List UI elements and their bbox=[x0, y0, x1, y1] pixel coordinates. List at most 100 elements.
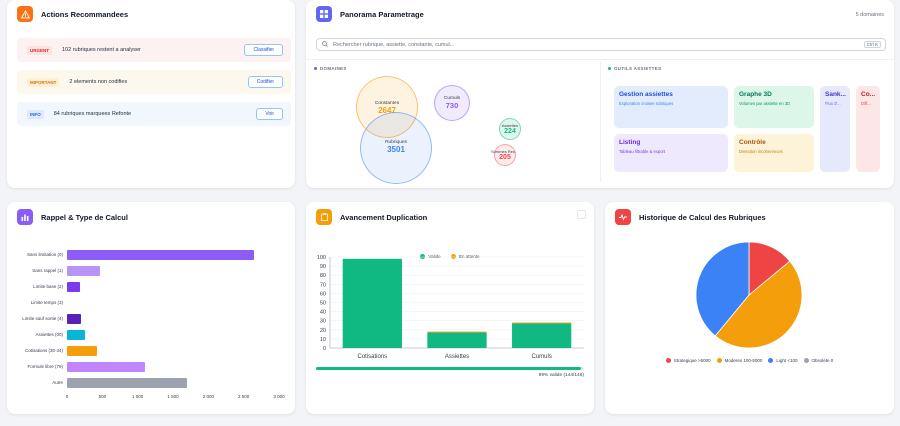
badge-important: IMPORTANT bbox=[27, 77, 60, 87]
activity-icon bbox=[615, 209, 631, 225]
badge-urgent: URGENT bbox=[27, 45, 52, 55]
voir-button[interactable]: Voir bbox=[256, 108, 283, 120]
bar-valide[interactable] bbox=[427, 332, 487, 348]
bar[interactable] bbox=[67, 250, 255, 260]
legend-label: Valide bbox=[428, 254, 441, 259]
alert-important: IMPORTANT 2 elements non codifies Codifi… bbox=[17, 70, 291, 94]
historique-card: Historique de Calcul des Rubriques Strat… bbox=[605, 202, 894, 414]
legend-label: Strategique >5000 bbox=[673, 358, 711, 363]
y-tick-label: 100 bbox=[317, 255, 326, 261]
y-tick-label: Limite base (2) bbox=[33, 284, 63, 289]
rappel-title: Rappel & Type de Calcul bbox=[41, 212, 128, 222]
clipboard-icon bbox=[316, 209, 332, 225]
tool-listing[interactable]: Listing Tableau filtrable & export bbox=[614, 134, 728, 172]
y-tick-label: Sans rappel (1) bbox=[32, 268, 63, 273]
bubble-sommes[interactable]: Sommes Rec. 205 bbox=[491, 144, 517, 166]
grid-icon bbox=[316, 6, 332, 22]
actions-card: Actions Recommandees URGENT 102 rubrique… bbox=[7, 0, 295, 188]
bubble-assiettes[interactable]: Assiettes 224 bbox=[499, 118, 521, 140]
tool-controle[interactable]: Contrôle Detection incoherences bbox=[734, 134, 814, 172]
x-tick-label: 0 bbox=[65, 394, 69, 399]
tool-title: Gestion assiettes bbox=[619, 91, 673, 98]
bubble-label: Assiettes bbox=[501, 123, 519, 128]
legend-swatch bbox=[665, 358, 671, 363]
panorama-title: Panorama Parametrage bbox=[340, 9, 424, 19]
bar-en-attente[interactable] bbox=[512, 322, 572, 324]
legend-item[interactable]: Obsolete 0 bbox=[803, 358, 833, 363]
tool-sub: Detection incoherences bbox=[739, 149, 783, 154]
tool-graphe-3d[interactable]: Graphe 3D Volumes par assiette en 3D bbox=[734, 86, 814, 128]
avancement-title: Avancement Duplication bbox=[340, 212, 428, 222]
legend-swatch bbox=[768, 358, 774, 363]
bubble-value: 205 bbox=[499, 154, 511, 161]
bar[interactable] bbox=[67, 314, 82, 324]
bar[interactable] bbox=[67, 362, 145, 372]
bubble-rubriques[interactable]: Rubriques 3501 bbox=[360, 112, 432, 184]
bar[interactable] bbox=[67, 282, 81, 292]
bar[interactable] bbox=[67, 266, 101, 276]
pie-slice[interactable] bbox=[714, 260, 803, 349]
actions-title: Actions Recommandees bbox=[41, 9, 129, 19]
domain-count: 5 domaines bbox=[855, 12, 884, 18]
bubble-label: Cumuls bbox=[443, 96, 461, 101]
bar[interactable] bbox=[67, 346, 98, 356]
dup-legend: Valide En attente bbox=[306, 246, 594, 264]
x-tick-label: 1 000 bbox=[132, 394, 144, 399]
y-tick-label: 80 bbox=[320, 273, 326, 279]
bubble-label: Rubriques bbox=[385, 140, 407, 145]
legend-swatch bbox=[803, 358, 809, 363]
bubble-cumuls[interactable]: Cumuls 730 bbox=[434, 85, 470, 121]
bar[interactable] bbox=[67, 330, 86, 340]
classifier-button[interactable]: Classifier bbox=[244, 44, 283, 56]
tool-comparaison[interactable]: Co... Diff... bbox=[856, 86, 880, 172]
y-tick-label: 70 bbox=[320, 282, 326, 288]
pie-legend: Strategique >5000 Moderes 100-5000 Light <… bbox=[605, 350, 894, 368]
x-tick-label: 2 500 bbox=[238, 394, 250, 399]
bubble-value: 730 bbox=[445, 101, 459, 110]
historique-pie-chart bbox=[695, 241, 803, 349]
legend-item[interactable]: Light <100 bbox=[768, 358, 798, 363]
bubble-value: 3501 bbox=[387, 145, 405, 154]
expand-icon[interactable] bbox=[577, 210, 586, 219]
bubble-label: Sommes Rec. bbox=[491, 149, 517, 154]
legend-label: En attente bbox=[459, 254, 480, 259]
search-icon bbox=[322, 41, 328, 49]
x-tick-label: 1 500 bbox=[167, 394, 179, 399]
tool-title: Graphe 3D bbox=[739, 91, 772, 98]
y-tick-label: 50 bbox=[320, 301, 326, 307]
bubble-value: 224 bbox=[504, 128, 516, 135]
tool-sub: Volumes par assiette en 3D bbox=[739, 101, 791, 106]
bar-en-attente[interactable] bbox=[427, 331, 487, 333]
legend-label: Moderes 100-5000 bbox=[724, 358, 763, 363]
bubble-value: 2647 bbox=[378, 106, 396, 115]
y-tick-label: Formule libre (79) bbox=[27, 364, 63, 369]
y-tick-label: Autre bbox=[52, 380, 63, 385]
tool-sub: Flux d'... bbox=[825, 101, 841, 106]
x-tick-label: 500 bbox=[98, 394, 107, 399]
tool-title: Sank... bbox=[825, 91, 846, 98]
tool-sankey[interactable]: Sank... Flux d'... bbox=[820, 86, 850, 172]
bar-valide[interactable] bbox=[342, 258, 402, 348]
avancement-card: Avancement Duplication Valide En attente… bbox=[306, 202, 594, 414]
tool-gestion-assiettes[interactable]: Gestion assiettes Exploration croisee ru… bbox=[614, 86, 728, 128]
legend-item[interactable]: Strategique >5000 bbox=[665, 358, 711, 363]
x-tick-label: 2 000 bbox=[202, 394, 214, 399]
bar[interactable] bbox=[67, 378, 188, 388]
alert-text: 102 rubriques restent a analyser bbox=[62, 47, 141, 53]
x-tick-label: Assiettes bbox=[445, 354, 469, 360]
panorama-card: Panorama Parametrage 5 domaines Recherch… bbox=[306, 0, 894, 188]
search-input[interactable]: Rechercher rubrique, assiette, constante… bbox=[316, 38, 886, 51]
codifier-button[interactable]: Codifier bbox=[247, 76, 283, 88]
y-tick-label: 60 bbox=[320, 291, 326, 297]
bar-valide[interactable] bbox=[512, 323, 572, 348]
search-placeholder: Rechercher rubrique, assiette, constante… bbox=[333, 41, 455, 48]
y-tick-label: Sans limitation (0) bbox=[26, 252, 63, 257]
tool-title: Listing bbox=[619, 139, 641, 146]
y-tick-label: 10 bbox=[320, 337, 326, 343]
rappel-card: Rappel & Type de Calcul Sans limitation … bbox=[7, 202, 295, 414]
domaines-label: DOMAINES bbox=[314, 66, 347, 71]
legend-item[interactable]: Moderes 100-5000 bbox=[716, 358, 763, 363]
y-tick-label: 40 bbox=[320, 310, 326, 316]
pie-slice[interactable] bbox=[695, 241, 750, 337]
shortcut-hint: Ctrl K bbox=[863, 41, 881, 48]
